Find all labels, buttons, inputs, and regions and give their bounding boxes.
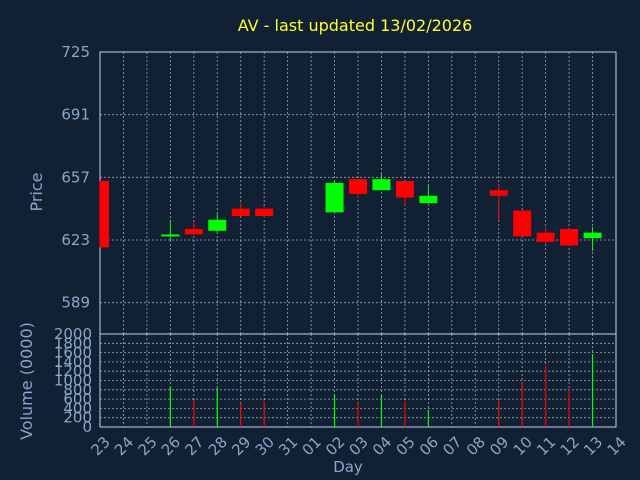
volume-tick-label: 1200 [54, 362, 92, 380]
candle-29 [231, 203, 250, 217]
candle-11 [536, 227, 555, 244]
candle-06 [419, 184, 438, 204]
candle-body [231, 208, 250, 217]
volume-tick-label: 1600 [54, 344, 92, 362]
candle-04 [372, 173, 391, 191]
volume-axis-label: Volume (0000) [17, 322, 36, 440]
candle-body [372, 179, 391, 191]
price-tick-label: 657 [61, 168, 90, 186]
candle-26 [161, 219, 180, 240]
candle-02 [325, 181, 344, 213]
candle-27 [184, 221, 203, 235]
x-axis-label: Day [333, 458, 363, 476]
price-tick-label: 691 [61, 106, 90, 124]
candle-body [583, 232, 602, 239]
candle-body [255, 208, 274, 217]
candle-body [419, 195, 438, 204]
candle-09 [489, 184, 508, 220]
candle-body [100, 181, 109, 248]
candle-body [536, 232, 555, 242]
candle-body [161, 234, 180, 237]
volume-tick-label: 600 [63, 390, 92, 408]
volume-tick-label: 800 [63, 381, 92, 399]
candle-30 [255, 206, 274, 218]
candle-body [513, 210, 532, 237]
volume-tick-label: 1000 [54, 372, 92, 390]
candle-23 [99, 181, 109, 248]
volume-tick-label: 1400 [54, 353, 92, 371]
price-axis-label: Price [27, 172, 46, 211]
candle-13 [583, 227, 602, 252]
candle-28 [208, 214, 227, 233]
candle-body [560, 228, 579, 246]
candle-body [349, 179, 367, 194]
candle-05 [395, 181, 414, 205]
candle-12 [560, 228, 579, 246]
candle-10 [513, 210, 532, 237]
chart-title: AV - last updated 13/02/2026 [238, 16, 473, 35]
candle-body [208, 219, 227, 231]
volume-tick-label: 400 [63, 399, 92, 417]
price-tick-label: 589 [61, 294, 90, 312]
candle-03 [349, 179, 367, 198]
candle-body [325, 182, 344, 213]
candle-body [489, 190, 508, 196]
candle-body [395, 181, 414, 198]
volume-tick-label: 0 [82, 418, 92, 436]
volume-tick-label: 2000 [54, 325, 92, 343]
price-tick-label: 725 [61, 43, 90, 61]
volume-tick-label: 1800 [54, 334, 92, 352]
volume-tick-label: 200 [63, 409, 92, 427]
candle-body [184, 228, 203, 235]
price-tick-label: 623 [61, 231, 90, 249]
